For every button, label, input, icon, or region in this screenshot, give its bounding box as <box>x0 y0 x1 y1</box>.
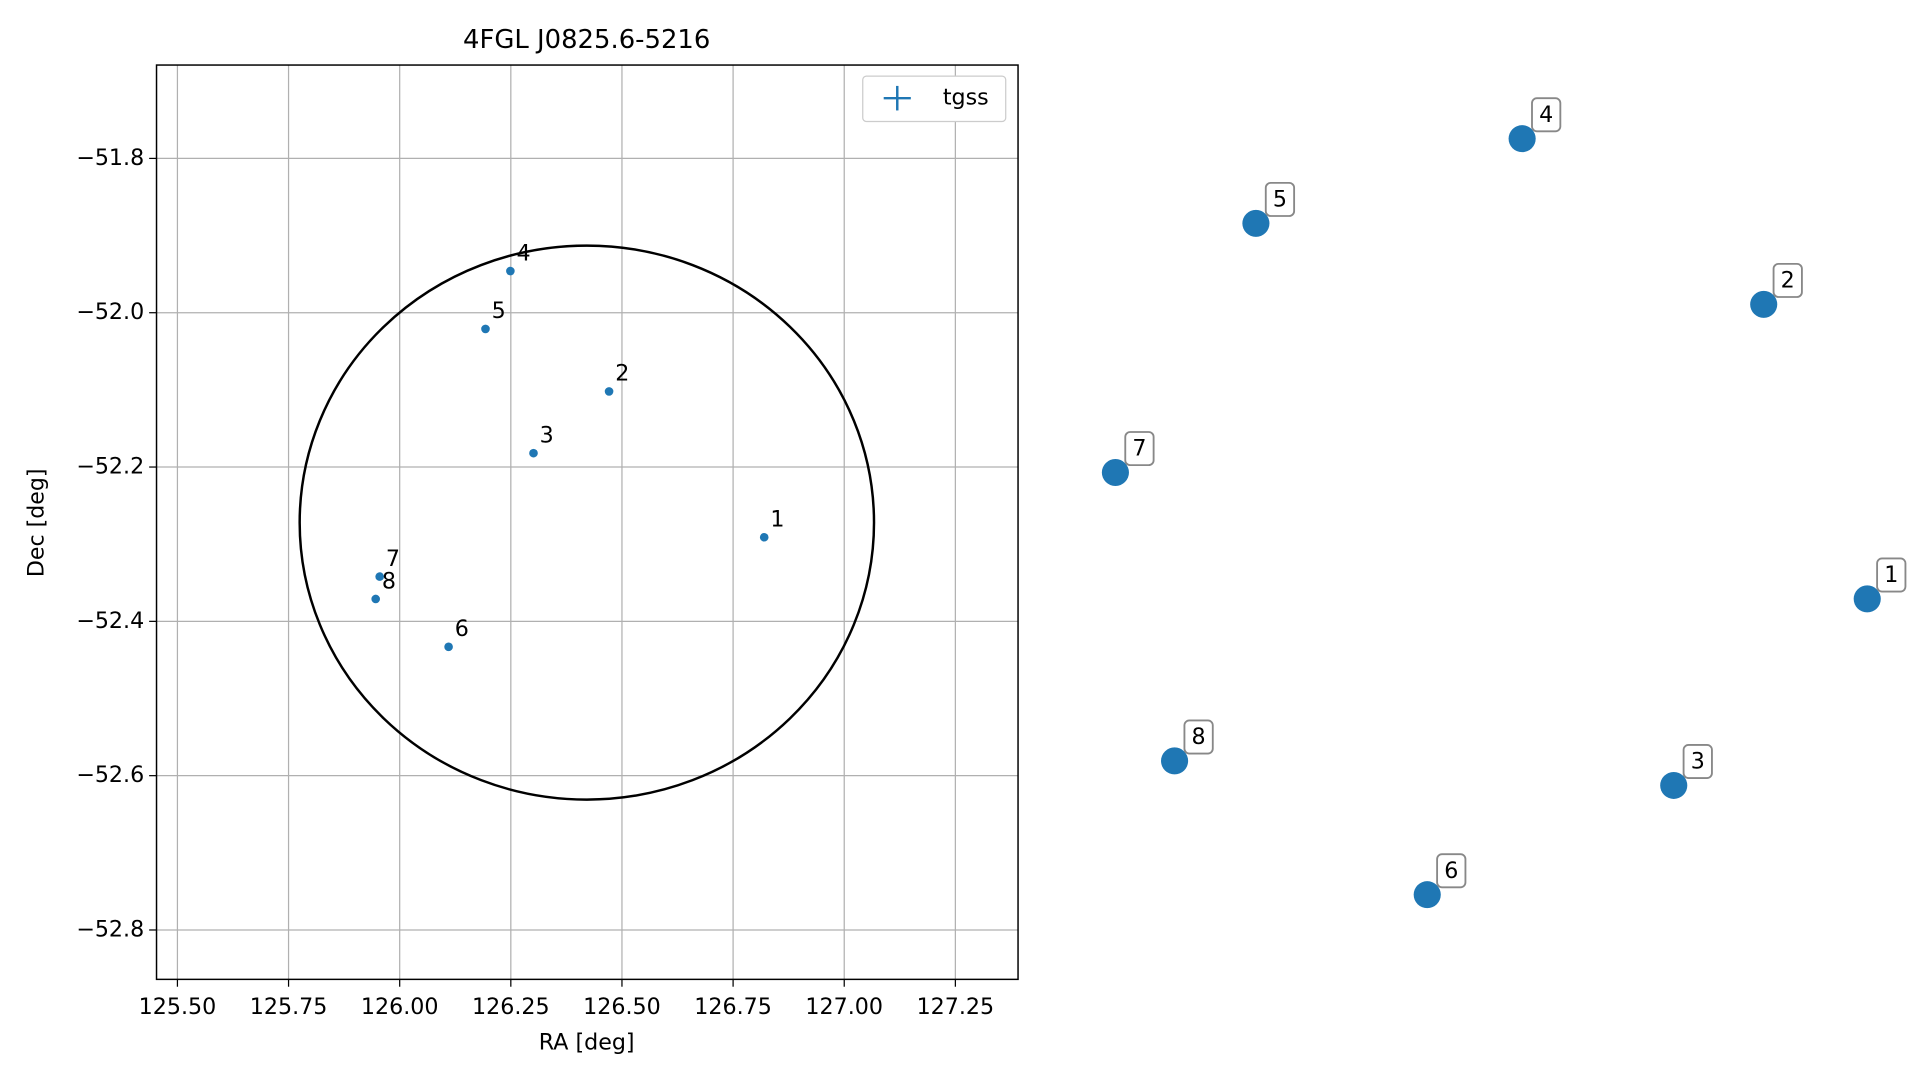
y-tick-label: −52.8 <box>76 917 144 943</box>
node-label-box <box>1531 97 1562 133</box>
plot-frame <box>155 64 1019 981</box>
node-label-box <box>1183 719 1214 755</box>
y-tick-label: −52.2 <box>76 454 144 480</box>
point-label: 3 <box>540 422 554 448</box>
node-label: 7 <box>1132 436 1146 462</box>
x-tick-label: 126.25 <box>472 994 550 1020</box>
node-label: 1 <box>1884 562 1898 588</box>
node <box>1660 771 1688 799</box>
node-label: 8 <box>1192 724 1206 750</box>
node-label: 3 <box>1691 749 1705 775</box>
node <box>1161 747 1189 775</box>
x-tick-label: 125.75 <box>250 994 328 1020</box>
y-axis-label: Dec [deg] <box>23 469 49 578</box>
chart-title: 4FGL J0825.6-5216 <box>463 25 710 55</box>
node-label-box <box>1772 262 1803 298</box>
point <box>371 594 380 604</box>
legend: tgss <box>862 75 1007 123</box>
point-label: 8 <box>382 568 396 594</box>
node <box>1508 125 1536 153</box>
node <box>1242 209 1270 237</box>
x-tick-label: 127.25 <box>917 994 995 1020</box>
node-label: 6 <box>1444 858 1458 884</box>
point-label: 6 <box>455 616 469 642</box>
x-tick-label: 127.00 <box>805 994 883 1020</box>
point <box>604 387 614 396</box>
node <box>1101 459 1129 486</box>
point <box>759 532 769 542</box>
point <box>375 572 384 581</box>
localization-circle <box>298 244 876 801</box>
node <box>1413 881 1441 909</box>
node-label-box <box>1124 431 1155 467</box>
projection-panel: 1 2 3 4 5 6 7 8 <box>1101 97 1907 909</box>
point-label: 1 <box>770 507 784 533</box>
y-tick-label: −52.0 <box>76 299 144 325</box>
node-label: 5 <box>1273 187 1287 213</box>
x-axis-label: RA [deg] <box>539 1030 635 1056</box>
legend-label: tgss <box>943 85 989 111</box>
x-tick-label: 126.50 <box>583 994 661 1020</box>
x-tick-label: 126.75 <box>694 994 772 1020</box>
node-label: 4 <box>1539 102 1553 128</box>
point <box>481 324 490 334</box>
point-label: 2 <box>615 361 629 387</box>
point-label: 7 <box>386 546 400 572</box>
node <box>1750 290 1778 318</box>
point <box>506 266 515 276</box>
node <box>1853 585 1881 613</box>
node-label-box <box>1264 181 1296 217</box>
point-label: 4 <box>517 240 531 266</box>
node-label-box <box>1682 744 1713 780</box>
x-tick-label: 125.50 <box>139 994 217 1020</box>
node-label-box <box>1436 853 1467 889</box>
point <box>529 448 538 458</box>
y-tick-label: −51.8 <box>76 145 144 171</box>
point <box>444 642 453 652</box>
y-tick-label: −52.4 <box>76 608 144 634</box>
y-tick-label: −52.6 <box>76 762 144 788</box>
x-tick-label: 126.00 <box>361 994 439 1020</box>
point-label: 5 <box>492 298 506 324</box>
node-label-box <box>1876 557 1907 593</box>
node-label: 2 <box>1781 268 1795 294</box>
